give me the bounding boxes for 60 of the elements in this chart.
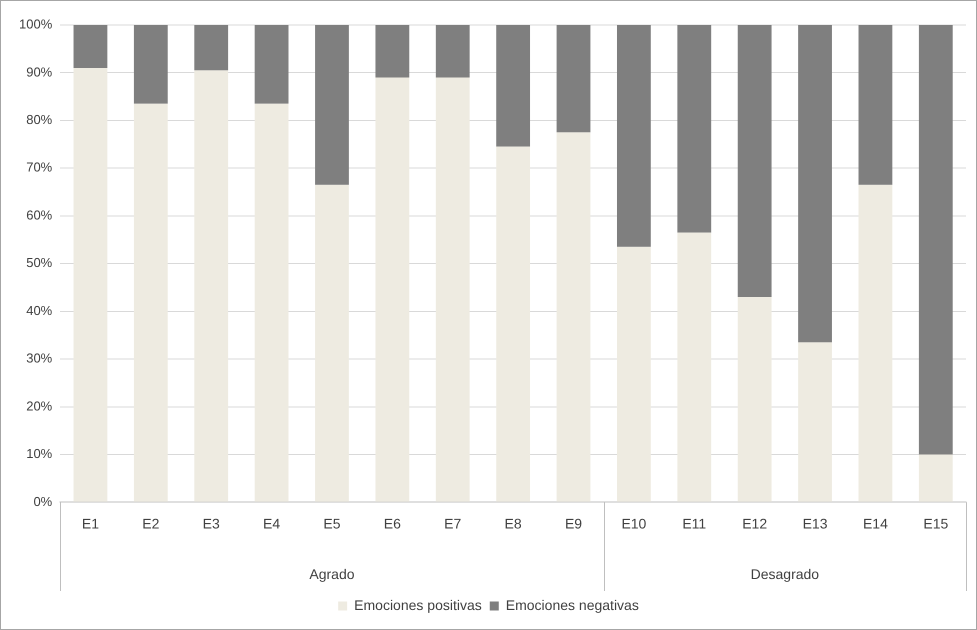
bar <box>315 25 349 185</box>
bar <box>918 454 953 502</box>
bar <box>375 77 410 502</box>
x-tick-label: E1 <box>82 515 100 532</box>
bar <box>315 184 349 502</box>
bar <box>436 77 470 502</box>
legend-label: Emociones positivas <box>354 596 482 613</box>
bar <box>74 68 108 502</box>
x-tick-label: E5 <box>323 515 341 532</box>
x-tick-label: E8 <box>504 515 522 532</box>
y-tick-label: 60% <box>26 207 53 222</box>
y-tick-label: 70% <box>26 160 53 175</box>
bar <box>918 25 953 454</box>
x-tick-label: E10 <box>621 515 647 532</box>
y-tick-label: 20% <box>26 398 53 414</box>
bar <box>677 232 712 502</box>
text: Agrado <box>309 566 355 582</box>
bar <box>738 25 772 298</box>
bar <box>556 132 590 502</box>
bar <box>798 25 832 342</box>
x-tick-label: E4 <box>263 515 280 532</box>
y-tick-label: 90% <box>26 64 53 80</box>
bar <box>134 104 168 502</box>
y-tick-label: 80% <box>26 112 53 128</box>
legend-label: Emociones negativas <box>506 596 639 613</box>
bar <box>616 25 651 247</box>
x-tick-label: E3 <box>202 515 220 532</box>
y-tick-label: 10% <box>26 446 53 462</box>
bar <box>496 146 530 502</box>
bar <box>496 25 530 147</box>
bar <box>375 25 410 78</box>
bar <box>194 25 228 70</box>
bar <box>738 297 772 502</box>
bar <box>194 70 228 502</box>
y-tick-label: 30% <box>26 350 53 366</box>
bar <box>436 25 470 78</box>
x-tick-label: E11 <box>682 515 706 532</box>
bar <box>616 246 651 502</box>
bar <box>798 342 832 502</box>
x-tick-label: E14 <box>862 515 888 532</box>
bar <box>556 25 590 132</box>
bar <box>677 25 712 233</box>
y-tick-label: 0% <box>33 494 53 509</box>
x-tick-label: E2 <box>142 515 160 532</box>
x-tick-label: E7 <box>444 515 462 532</box>
y-tick-label: 50% <box>26 255 53 270</box>
x-tick-label: E6 <box>384 515 402 532</box>
x-tick-label: E12 <box>742 515 768 532</box>
x-tick-label: E13 <box>802 515 828 532</box>
bar <box>858 25 892 185</box>
bar <box>254 104 288 502</box>
text: Desagrado <box>750 566 820 582</box>
y-tick-label: 100% <box>19 16 53 32</box>
x-tick-label: E15 <box>923 515 948 532</box>
x-tick-label: E9 <box>564 515 582 532</box>
bar <box>254 25 288 104</box>
bar <box>858 184 892 502</box>
y-tick-label: 40% <box>26 302 53 318</box>
bar <box>74 25 108 68</box>
bar <box>134 25 168 104</box>
